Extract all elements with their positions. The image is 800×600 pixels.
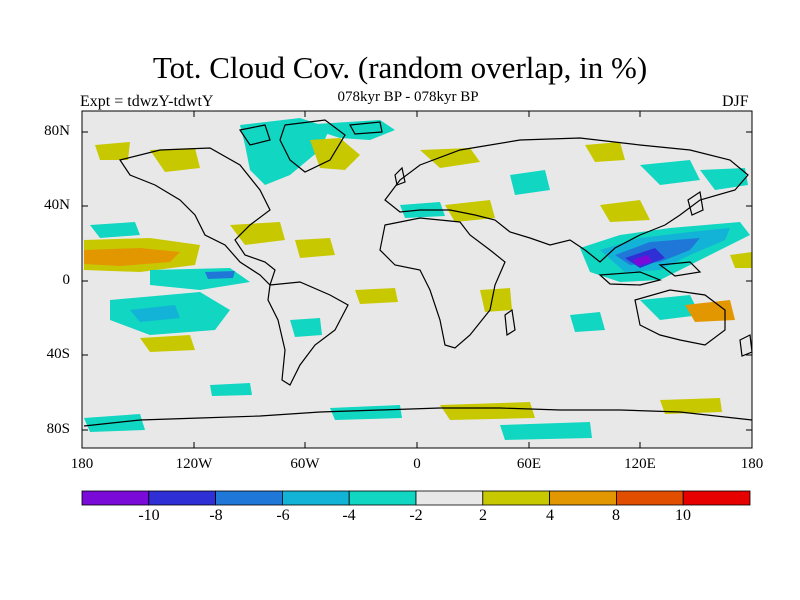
lon-label-120w: 120W [175, 456, 213, 472]
colorbar-label: -8 [209, 507, 223, 524]
colorbar-swatch [281, 490, 350, 506]
coast-eurasia [384, 137, 749, 263]
coast-africa [379, 217, 506, 349]
lon-label-120e: 120E [624, 456, 656, 472]
colorbar-swatch [415, 490, 484, 506]
colorbar-label: -2 [409, 507, 423, 524]
colorbar-swatch [682, 490, 751, 506]
anomaly-patches [84, 118, 752, 440]
experiment-label: Expt = tdwzY-tdwtY [80, 93, 214, 110]
colorbar-label: 4 [546, 507, 554, 524]
coast-australia [634, 289, 726, 346]
map-title: Tot. Cloud Cov. (random overlap, in %) [152, 50, 648, 85]
colorbar-swatch [616, 490, 684, 506]
coast-south-america [267, 281, 349, 386]
colorbar-swatch [215, 490, 283, 506]
lat-label-80n: 80N [44, 123, 70, 139]
season-label: DJF [722, 93, 749, 110]
colorbar-label: -4 [342, 507, 356, 524]
lat-label-40n: 40N [44, 197, 70, 213]
lon-label-60w: 60W [290, 456, 320, 472]
patch-greenland [240, 118, 330, 185]
lon-label-180e: 180 [740, 456, 764, 472]
coast-antarctica [83, 407, 753, 427]
colorbar-label: -10 [138, 507, 160, 524]
colorbar [81, 490, 751, 506]
colorbar-label: -6 [276, 507, 290, 524]
lat-label-0: 0 [62, 272, 71, 288]
lon-label-180w: 180 [70, 456, 94, 472]
colorbar-label: 10 [675, 507, 691, 524]
coast-north-america [119, 147, 276, 287]
axis-ticks [81, 111, 753, 448]
coast-greenland [279, 119, 346, 173]
colorbar-swatch [482, 490, 550, 506]
colorbar-swatch [81, 490, 150, 506]
coastlines [83, 119, 753, 427]
lat-label-80s: 80S [46, 421, 70, 437]
colorbar-swatch [348, 490, 417, 506]
lon-label-0: 0 [413, 456, 421, 472]
map-subtitle: 078kyr BP - 078kyr BP [337, 89, 479, 105]
colorbar-swatch [549, 490, 617, 506]
colorbar-label: 8 [612, 507, 620, 524]
colorbar-swatch [148, 490, 217, 506]
lat-label-40s: 40S [46, 346, 70, 362]
lon-label-60e: 60E [516, 456, 542, 472]
colorbar-label: 2 [479, 507, 487, 524]
